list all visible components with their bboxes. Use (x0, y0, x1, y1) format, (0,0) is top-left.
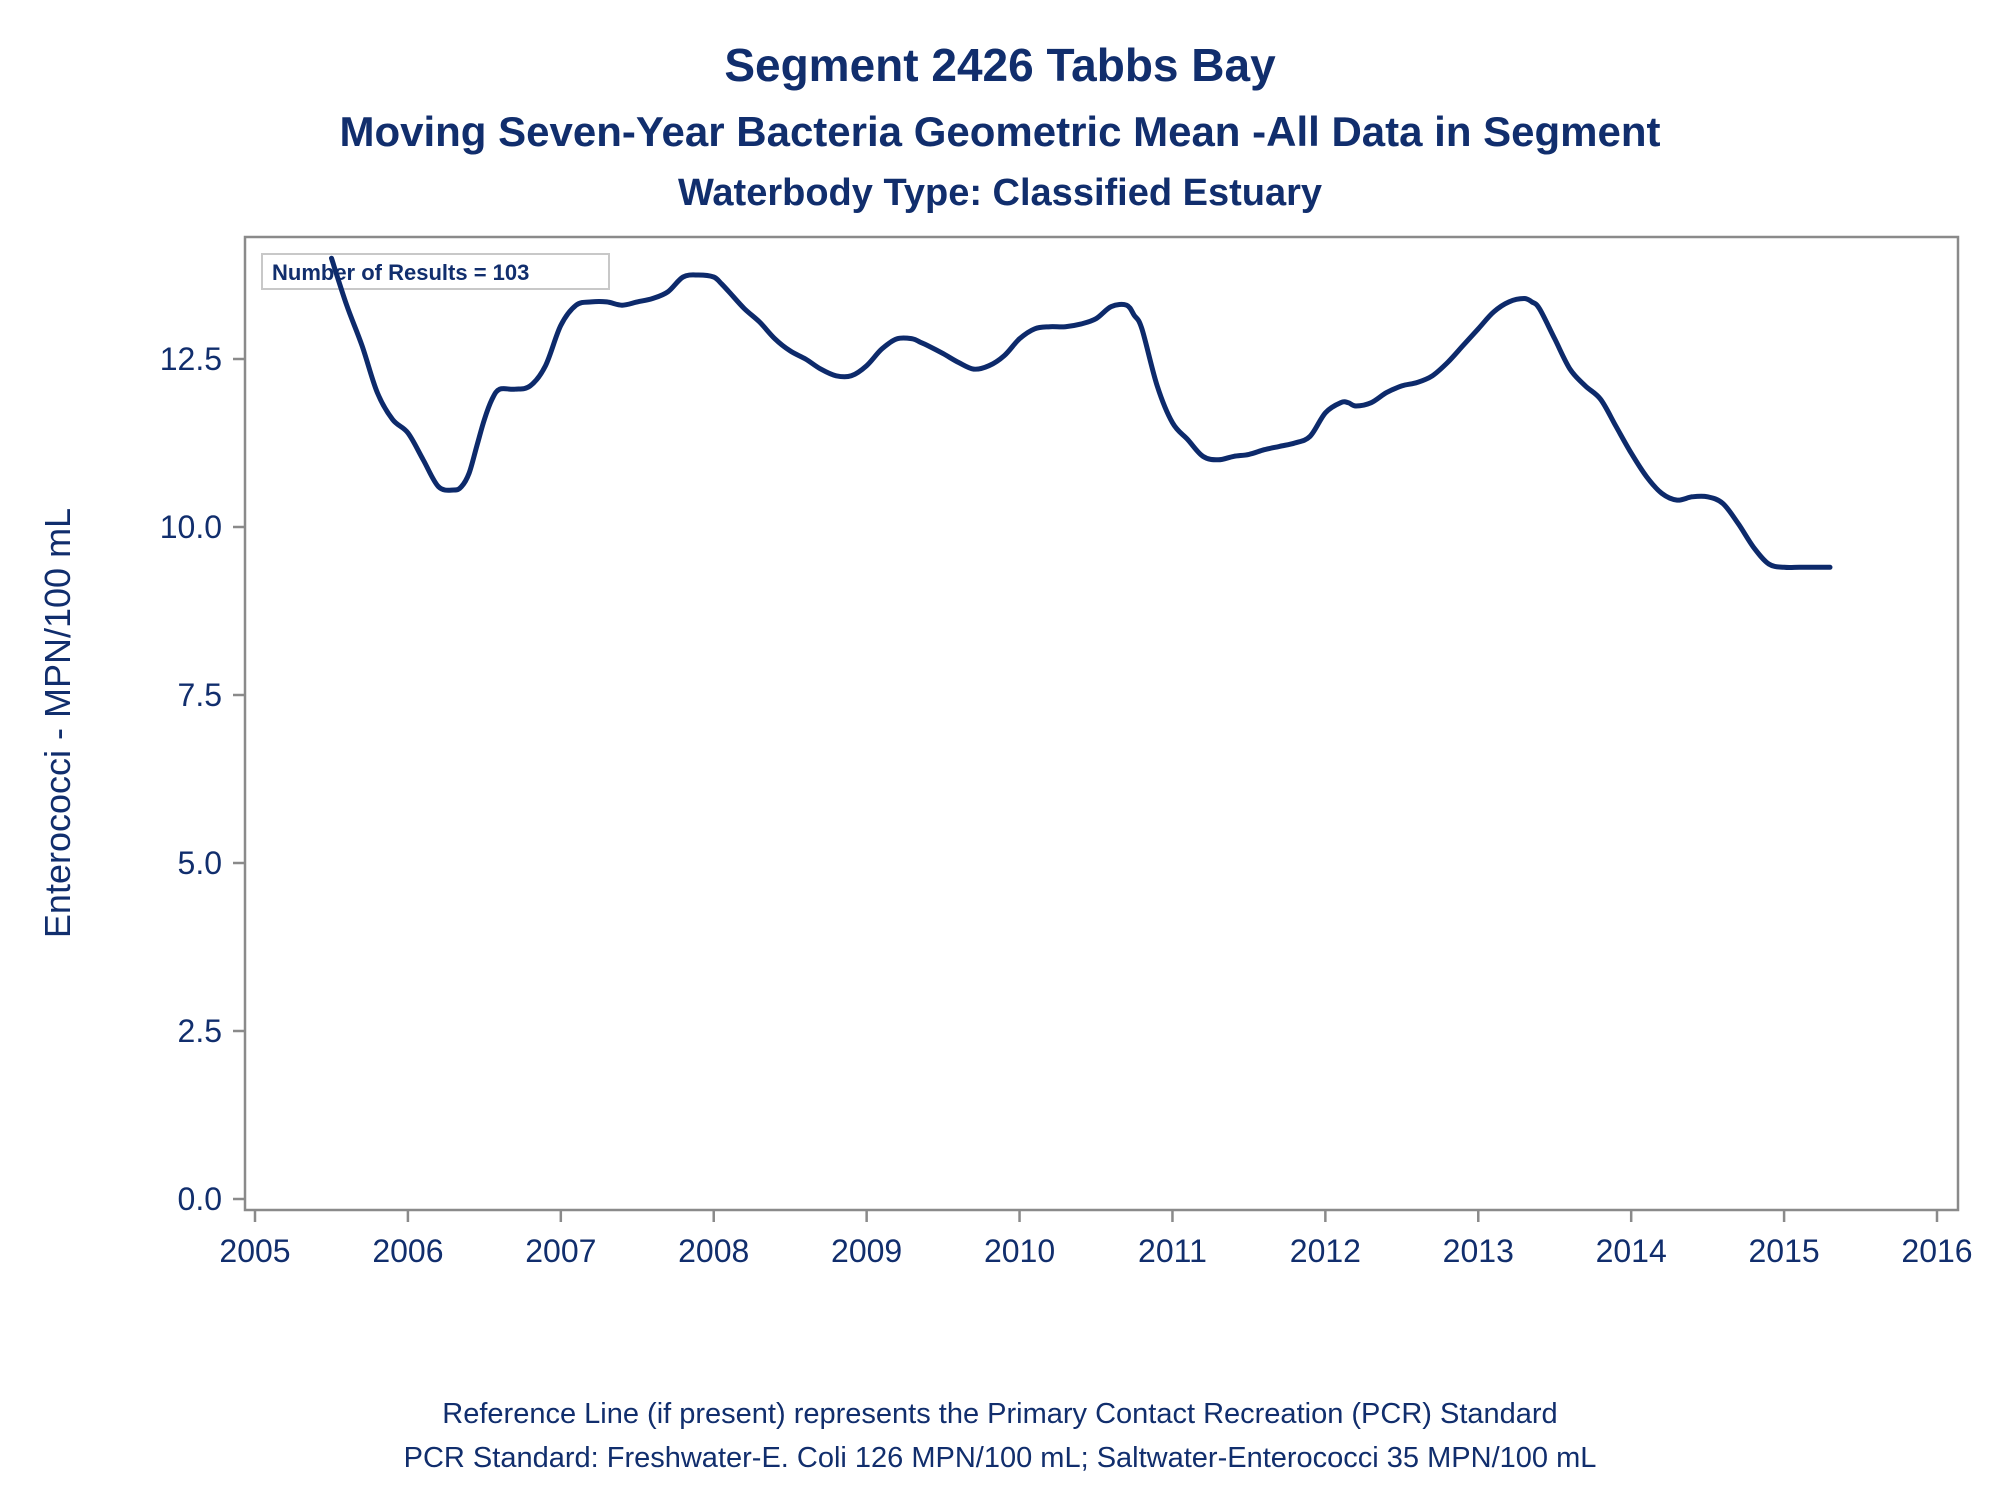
footnote-pcr-standard: PCR Standard: Freshwater-E. Coli 126 MPN… (403, 1442, 1597, 1474)
chart-title: Segment 2426 Tabbs Bay (724, 39, 1276, 91)
y-tick-label: 12.5 (160, 341, 222, 377)
plot-area-frame (243, 235, 1960, 1212)
chart-subtitle: Moving Seven-Year Bacteria Geometric Mea… (339, 108, 1661, 155)
series-line (329, 255, 1833, 571)
x-tick-label: 2016 (1901, 1233, 1972, 1269)
footnote-reference-line: Reference Line (if present) represents t… (442, 1398, 1558, 1430)
x-tick-label: 2005 (219, 1233, 290, 1269)
y-tick-label: 0.0 (178, 1181, 222, 1217)
x-tick-label: 2008 (678, 1233, 749, 1269)
annotation-box-frame (261, 253, 610, 290)
x-tick-label: 2011 (1138, 1233, 1207, 1269)
y-axis-label: Enterococci - MPN/100 mL (37, 508, 78, 938)
chart-subtitle-waterbody: Waterbody Type: Classified Estuary (677, 172, 1323, 214)
x-tick-label: 2009 (831, 1233, 902, 1269)
x-tick-label: 2006 (372, 1233, 443, 1269)
x-tick-label: 2015 (1748, 1233, 1819, 1269)
x-tick-label: 2013 (1443, 1233, 1514, 1269)
annotation-box: Number of Results = 103 (261, 253, 610, 290)
x-tick-label: 2007 (525, 1233, 596, 1269)
y-tick-label: 10.0 (160, 509, 222, 545)
y-tick-label: 5.0 (178, 845, 222, 881)
x-tick-label: 2012 (1290, 1233, 1361, 1269)
y-tick-label: 7.5 (178, 677, 222, 713)
x-tick-label: 2010 (984, 1233, 1055, 1269)
y-axis: 0.0 2.5 5.0 7.5 10.0 12.5 (160, 341, 245, 1217)
y-tick-label: 2.5 (178, 1013, 222, 1049)
x-tick-label: 2014 (1596, 1233, 1667, 1269)
number-of-results-annotation: Number of Results = 103 (272, 260, 529, 285)
x-axis: 2005 2006 2007 2008 2009 2010 2011 2012 2013 2014… (219, 1210, 1973, 1269)
